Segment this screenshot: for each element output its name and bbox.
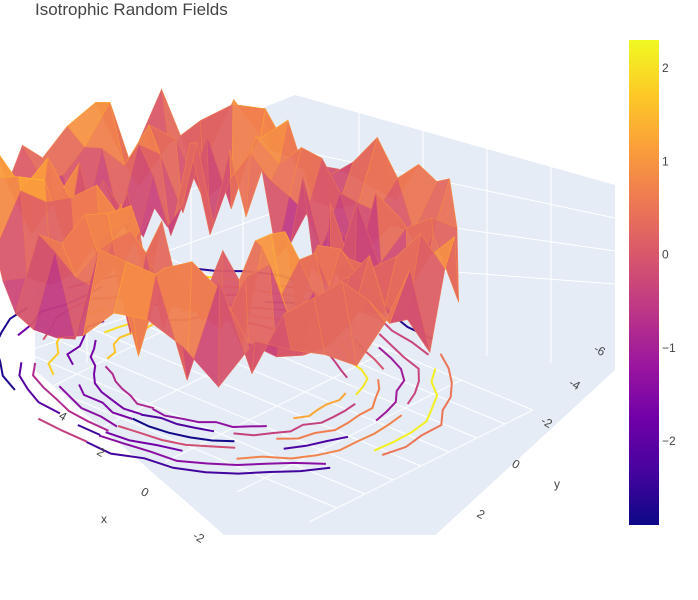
floor-contour-line [98, 434, 326, 467]
colorbar-tick-label: −1 [662, 341, 676, 355]
colorbar-tick-label: −2 [662, 434, 676, 448]
floor-contour-line [78, 384, 133, 420]
floor-contour-line [236, 414, 403, 460]
floor-contour-line [89, 339, 142, 416]
grid-line [14, 322, 394, 481]
x-tick-label: 4 [57, 408, 70, 424]
grid-line [236, 379, 462, 493]
floor-contour-line [0, 306, 29, 391]
floor-contour-line [140, 413, 215, 433]
colorbar: 2 1 0 −1 −2 [629, 40, 676, 525]
x-tick-label: -2 [191, 528, 208, 546]
floor-contour-line [31, 362, 110, 432]
surface-facet [251, 313, 292, 374]
floor-contour-line [378, 333, 420, 405]
floor-contour-line [132, 417, 235, 443]
y-tick-label: 2 [475, 506, 488, 522]
grid-line [42, 308, 422, 467]
floor-contour-line [105, 431, 183, 452]
floor-contour-line [104, 365, 155, 410]
floor-contour-line [85, 440, 331, 475]
floor-contour-line [293, 392, 347, 420]
chart-title: Isotrophic Random Fields [35, 0, 228, 19]
floor-contour-line [18, 362, 61, 415]
grid-line [308, 409, 534, 523]
colorbar-tick-label: 2 [662, 61, 669, 75]
floor-contour-line [283, 435, 349, 450]
colorbar-tick-label: 0 [662, 248, 669, 262]
x-tick-label: 0 [139, 484, 152, 500]
floor-contour-line [276, 379, 381, 440]
floor-contour-line [152, 408, 267, 429]
grid-line [0, 367, 338, 509]
grid-line [164, 349, 390, 463]
surface-mesh[interactable] [0, 88, 459, 388]
floor-contour-line [233, 402, 356, 437]
scene-floor-pane [35, 335, 615, 535]
floor-contour-line [329, 354, 348, 379]
colorbar-fill [629, 40, 659, 525]
floor-contour-line [58, 385, 118, 428]
floor-contour-line [117, 425, 236, 449]
grid-line [294, 149, 615, 219]
floor-contour-line [375, 346, 406, 422]
floor-contour-line [381, 353, 453, 456]
x-axis-title: x [101, 512, 107, 526]
scene-3d[interactable] [0, 88, 615, 540]
y-axis-title: y [554, 477, 560, 491]
floor-contour-line [77, 424, 101, 436]
colorbar-tick-label: 1 [662, 154, 669, 168]
floor-contour-line [37, 417, 88, 443]
colorbar-ticks: 2 1 0 −1 −2 [662, 61, 676, 448]
floor-contour-line [373, 368, 439, 452]
